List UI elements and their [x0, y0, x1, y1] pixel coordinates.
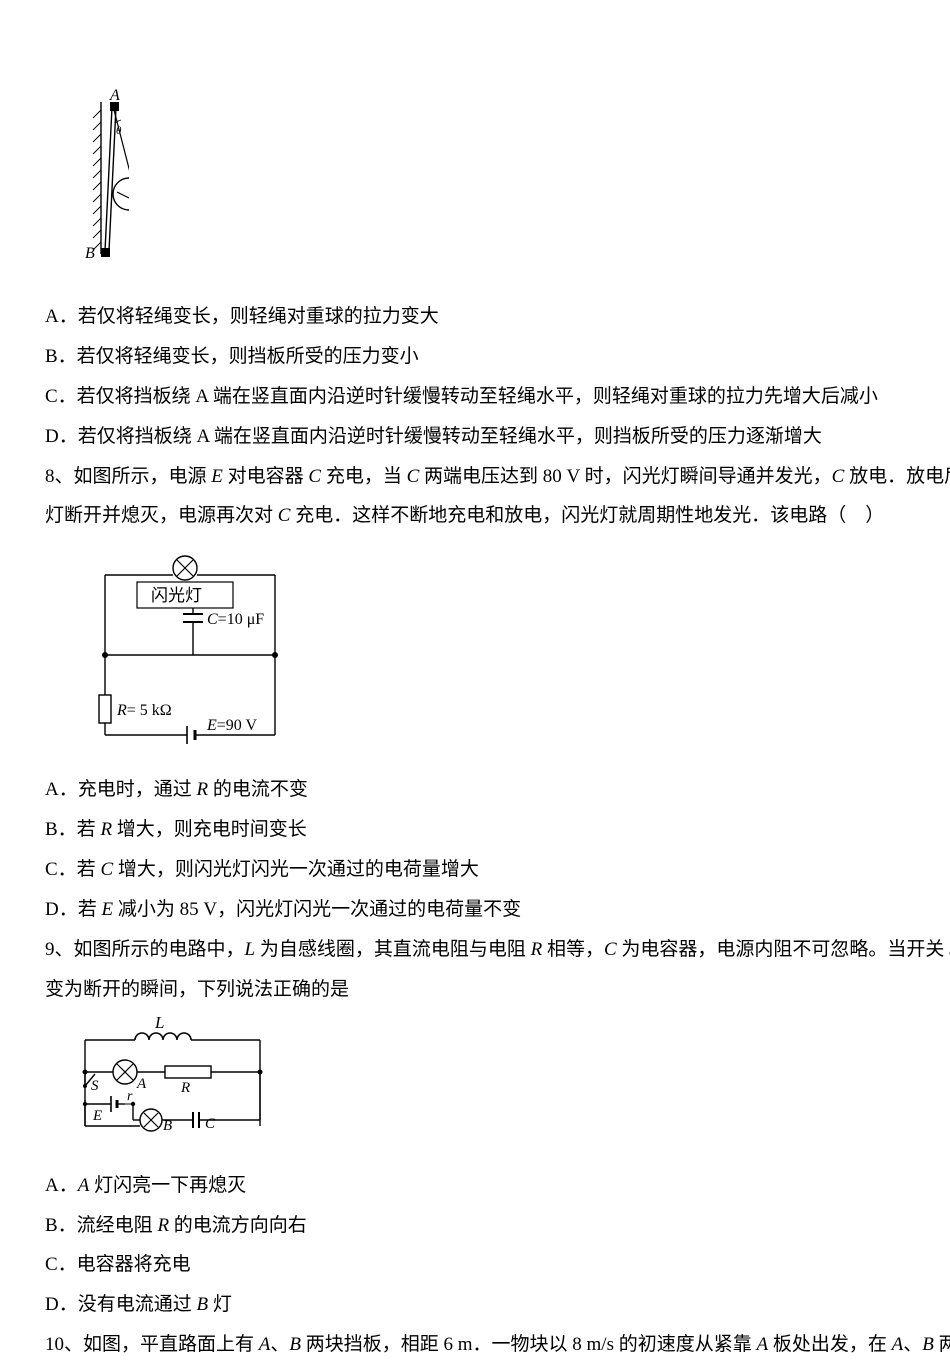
svg-text:C=10 μF: C=10 μF — [207, 611, 264, 628]
figure-pendulum: A θ — [55, 88, 905, 269]
symbol-C: C — [407, 466, 420, 487]
text: 的电流方向向右 — [169, 1215, 307, 1236]
pendulum-svg: A θ — [55, 88, 129, 264]
symbol-B: B — [922, 1334, 934, 1355]
q8-option-b: B．若 R 增大，则充电时间变长 — [45, 810, 905, 850]
svg-text:闪光灯: 闪光灯 — [151, 586, 202, 605]
inductor-svg: L A R — [65, 1016, 275, 1141]
text: 、 — [270, 1334, 289, 1355]
q9-option-a: A．A 灯闪亮一下再熄灭 — [45, 1166, 905, 1206]
symbol-A: A — [756, 1334, 768, 1355]
text: D．若 — [45, 899, 101, 920]
svg-text:B: B — [85, 245, 95, 262]
text: 两块挡板，相距 6 m．一物块以 8 m/s 的初速度从紧靠 — [301, 1334, 756, 1355]
text: 灯闪亮一下再熄灭 — [89, 1175, 246, 1196]
svg-text:R= 5 kΩ: R= 5 kΩ — [116, 702, 172, 719]
text: 10、如图，平直路面上有 — [45, 1334, 259, 1355]
q8-stem-line1: 8、如图所示，电源 E 对电容器 C 充电，当 C 两端电压达到 80 V 时，… — [45, 457, 905, 497]
symbol-R: R — [100, 819, 112, 840]
text: B．流经电阻 — [45, 1215, 157, 1236]
text: 充电，当 — [321, 466, 407, 487]
symbol-A: A — [78, 1175, 90, 1196]
svg-text:A: A — [109, 88, 120, 104]
q9-stem-line1: 9、如图所示的电路中，L 为自感线圈，其直流电阻与电阻 R 相等，C 为电容器，… — [45, 930, 905, 970]
symbol-A: A — [892, 1334, 904, 1355]
text: C．若 — [45, 859, 100, 880]
q7-option-c: C．若仅将挡板绕 A 端在竖直面内沿逆时针缓慢转动至轻绳水平，则轻绳对重球的拉力… — [45, 377, 905, 417]
symbol-C: C — [308, 466, 321, 487]
symbol-A: A — [259, 1334, 271, 1355]
text: 板处出发，在 — [768, 1334, 892, 1355]
text: 灯断开并熄灭，电源再次对 — [45, 505, 278, 526]
svg-text:E: E — [92, 1108, 102, 1124]
text: B．若 — [45, 819, 100, 840]
text: A．充电时，通过 — [45, 779, 196, 800]
text: 对电容器 — [223, 466, 309, 487]
text: 、 — [903, 1334, 922, 1355]
text: 充电．这样不断地充电和放电，闪光灯就周期性地发光．该电路（ ） — [290, 505, 884, 526]
q9-option-c: C．电容器将充电 — [45, 1245, 905, 1285]
text: 两板间做 — [934, 1334, 950, 1355]
symbol-E: E — [101, 899, 113, 920]
text: 增大，则充电时间变长 — [112, 819, 307, 840]
svg-text:θ: θ — [116, 125, 122, 137]
text: 两端电压达到 80 V 时，闪光灯瞬间导通并发光， — [419, 466, 831, 487]
q7-option-b: B．若仅将轻绳变长，则挡板所受的压力变小 — [45, 337, 905, 377]
svg-text:L: L — [154, 1016, 164, 1032]
q10-stem-line1: 10、如图，平直路面上有 A、B 两块挡板，相距 6 m．一物块以 8 m/s … — [45, 1325, 905, 1365]
text: 的电流不变 — [208, 779, 308, 800]
q9-stem-line2: 变为断开的瞬间，下列说法正确的是 — [45, 970, 905, 1010]
text: 9、如图所示的电路中， — [45, 939, 245, 960]
flashlamp-svg: 闪光灯 C=10 μF R= 5 kΩ — [75, 550, 305, 745]
text: 增大，则闪光灯闪光一次通过的电荷量增大 — [113, 859, 479, 880]
q8-option-a: A．充电时，通过 R 的电流不变 — [45, 770, 905, 810]
text: 8、如图所示，电源 — [45, 466, 211, 487]
symbol-B: B — [196, 1294, 208, 1315]
symbol-E: E — [211, 466, 223, 487]
q9-option-b: B．流经电阻 R 的电流方向向右 — [45, 1206, 905, 1246]
figure-flashlamp-circuit: 闪光灯 C=10 μF R= 5 kΩ — [75, 550, 905, 750]
svg-text:R: R — [180, 1080, 190, 1096]
svg-text:E=90 V: E=90 V — [206, 717, 258, 734]
svg-text:r: r — [127, 1089, 133, 1104]
q7-option-a: A．若仅将轻绳变长，则轻绳对重球的拉力变大 — [45, 297, 905, 337]
symbol-B: B — [289, 1334, 301, 1355]
symbol-C: C — [604, 939, 617, 960]
symbol-C: C — [278, 505, 291, 526]
symbol-R: R — [157, 1215, 169, 1236]
svg-text:S: S — [91, 1078, 99, 1094]
text: 灯 — [208, 1294, 232, 1315]
symbol-R: R — [531, 939, 543, 960]
q8-stem-line2: 灯断开并熄灭，电源再次对 C 充电．这样不断地充电和放电，闪光灯就周期性地发光．… — [45, 496, 905, 536]
svg-text:A: A — [136, 1076, 147, 1092]
symbol-C: C — [832, 466, 845, 487]
text: 为自感线圈，其直流电阻与电阻 — [255, 939, 531, 960]
text: 放电．放电后，闪光 — [844, 466, 950, 487]
text: 为电容器，电源内阻不可忽略。当开关 — [617, 939, 950, 960]
svg-text:C: C — [205, 1116, 216, 1132]
text: D．没有电流通过 — [45, 1294, 196, 1315]
symbol-L: L — [245, 939, 256, 960]
q8-option-c: C．若 C 增大，则闪光灯闪光一次通过的电荷量增大 — [45, 850, 905, 890]
symbol-R: R — [196, 779, 208, 800]
exam-page: A θ — [0, 0, 950, 1344]
text: 相等， — [542, 939, 604, 960]
q7-option-d: D．若仅将挡板绕 A 端在竖直面内沿逆时针缓慢转动至轻绳水平，则挡板所受的压力逐… — [45, 417, 905, 457]
figure-inductor-circuit: L A R — [65, 1016, 905, 1146]
q8-option-d: D．若 E 减小为 85 V，闪光灯闪光一次通过的电荷量不变 — [45, 890, 905, 930]
symbol-C: C — [100, 859, 113, 880]
text: 减小为 85 V，闪光灯闪光一次通过的电荷量不变 — [113, 899, 521, 920]
q9-option-d: D．没有电流通过 B 灯 — [45, 1285, 905, 1325]
text: A． — [45, 1175, 78, 1196]
